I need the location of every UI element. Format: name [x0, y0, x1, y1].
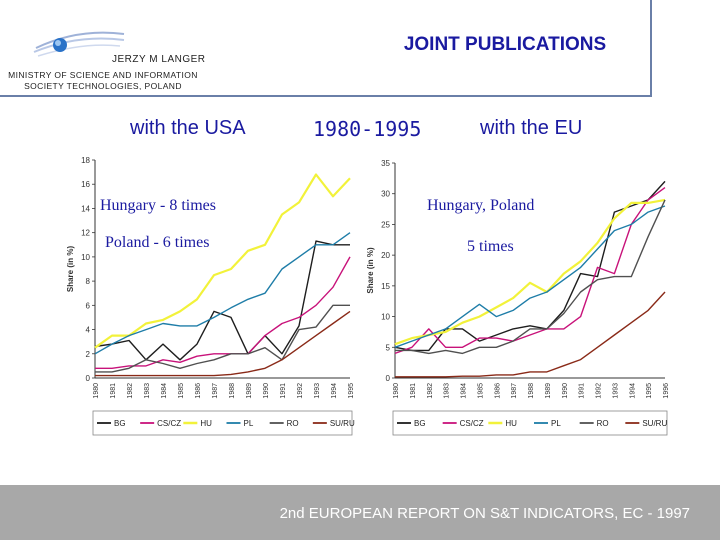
plot-area — [395, 163, 665, 378]
ministry-line-2: SOCIETY TECHNOLOGIES, POLAND — [24, 81, 182, 91]
legend-label: HU — [505, 419, 517, 428]
y-tick-label: 30 — [381, 190, 390, 199]
x-tick-label: 1990 — [263, 383, 270, 399]
chart-annotation: Hungary - 8 times — [100, 197, 216, 214]
y-tick-label: 35 — [381, 159, 390, 168]
y-tick-label: 14 — [81, 204, 90, 213]
chart-annotation: 5 times — [467, 238, 514, 255]
series-line-su-ru — [95, 310, 351, 377]
x-tick-label: 1985 — [178, 383, 185, 399]
x-tick-label: 1994 — [629, 383, 636, 399]
chart-annotation: Poland - 6 times — [105, 234, 209, 251]
legend-label: SU/RU — [330, 419, 355, 428]
series-line-ro — [95, 304, 350, 373]
x-tick-label: 1981 — [410, 383, 417, 399]
legend-label: PL — [244, 419, 254, 428]
ministry-name: MINISTRY OF SCIENCE AND INFORMATION SOCI… — [8, 70, 198, 92]
x-tick-label: 1987 — [511, 383, 518, 399]
y-tick-label: 20 — [381, 251, 390, 260]
footer-source: 2nd EUROPEAN REPORT ON S&T INDICATORS, E… — [279, 505, 690, 522]
legend-label: RO — [597, 419, 609, 428]
subtitle-usa: with the USA — [130, 117, 246, 139]
x-tick-label: 1986 — [195, 383, 202, 399]
legend-box — [92, 410, 353, 436]
x-tick-label: 1991 — [579, 383, 586, 399]
y-tick-label: 25 — [381, 220, 390, 229]
series-line-cs-cz — [95, 256, 351, 370]
x-tick-label: 1991 — [280, 383, 287, 399]
x-tick-label: 1993 — [612, 383, 619, 399]
x-tick-label: 1982 — [127, 383, 134, 399]
x-tick-label: 1985 — [477, 383, 484, 399]
series-line-su-ru — [395, 291, 666, 378]
series-line-pl — [394, 205, 666, 348]
subtitle-period: 1980-1995 — [313, 117, 422, 141]
legend-label: PL — [551, 419, 561, 428]
y-tick-label: 8 — [86, 277, 91, 286]
header-panel: JERZY M LANGER MINISTRY OF SCIENCE AND I… — [0, 0, 652, 97]
legend-label: BG — [414, 419, 426, 428]
x-tick-label: 1995 — [348, 383, 355, 399]
chart-eu: 0 5 10 15 20 25 30 35 Share (in %) 1980 1981 1982 19… — [366, 159, 670, 436]
chart-usa: 0 2 4 6 8 10 12 14 16 18 Share (in %) 1980 1981 1982 1… — [66, 156, 355, 436]
x-tick-label: 1994 — [331, 383, 338, 399]
x-tick-label: 1986 — [494, 383, 501, 399]
legend-label: RO — [287, 419, 299, 428]
x-tick-label: 1981 — [110, 383, 117, 399]
x-tick-label: 1980 — [93, 383, 100, 399]
legend-label: SU/RU — [642, 419, 667, 428]
x-tick-label: 1988 — [229, 383, 236, 399]
x-tick-label: 1982 — [427, 383, 434, 399]
page-title: JOINT PUBLICATIONS — [403, 34, 607, 55]
y-tick-label: 0 — [386, 374, 391, 383]
x-tick-label: 1987 — [212, 383, 219, 399]
x-tick-label: 1992 — [297, 383, 304, 399]
legend-label: CS/CZ — [157, 419, 181, 428]
y-tick-label: 12 — [81, 229, 90, 238]
x-tick-label: 1996 — [663, 383, 670, 399]
x-tick-label: 1984 — [461, 383, 468, 399]
y-tick-label: 15 — [381, 282, 390, 291]
y-tick-label: 10 — [81, 253, 90, 262]
series-line-bg — [94, 240, 350, 361]
legend-box — [392, 410, 668, 436]
x-tick-label: 1993 — [314, 383, 321, 399]
y-tick-label: 6 — [86, 301, 91, 310]
author-name: JERZY M LANGER — [112, 54, 206, 65]
ministry-logo-icon — [33, 31, 125, 57]
y-axis-label: Share (in %) — [366, 247, 375, 294]
y-tick-label: 4 — [86, 326, 91, 335]
legend-label: HU — [200, 419, 212, 428]
y-axis-label: Share (in %) — [66, 246, 75, 293]
x-tick-label: 1983 — [144, 383, 151, 399]
x-tick-label: 1992 — [596, 383, 603, 399]
subtitle-eu: with the EU — [480, 117, 583, 139]
series-line-hu — [94, 173, 351, 349]
x-tick-label: 1990 — [562, 383, 569, 399]
x-tick-label: 1995 — [646, 383, 653, 399]
x-tick-label: 1983 — [444, 383, 451, 399]
y-tick-label: 16 — [81, 180, 90, 189]
footer-bar: 2nd EUROPEAN REPORT ON S&T INDICATORS, E… — [0, 485, 720, 540]
x-tick-label: 1980 — [393, 383, 400, 399]
series-line-hu — [394, 198, 666, 346]
ministry-line-1: MINISTRY OF SCIENCE AND INFORMATION — [8, 70, 198, 80]
x-tick-label: 1988 — [528, 383, 535, 399]
chart-annotation: Hungary, Poland — [427, 197, 534, 214]
y-tick-label: 2 — [86, 350, 91, 359]
y-tick-label: 18 — [81, 156, 90, 165]
series-line-bg — [394, 180, 666, 352]
legend-label: BG — [114, 419, 126, 428]
series-line-cs-cz — [394, 187, 666, 355]
x-tick-label: 1989 — [246, 383, 253, 399]
series-line-pl — [94, 232, 351, 355]
y-tick-label: 10 — [381, 313, 390, 322]
y-tick-label: 0 — [86, 374, 91, 383]
legend-label: CS/CZ — [460, 419, 484, 428]
x-tick-label: 1989 — [545, 383, 552, 399]
y-tick-label: 5 — [386, 343, 391, 352]
series-line-ro — [395, 199, 666, 355]
x-tick-label: 1984 — [161, 383, 168, 399]
